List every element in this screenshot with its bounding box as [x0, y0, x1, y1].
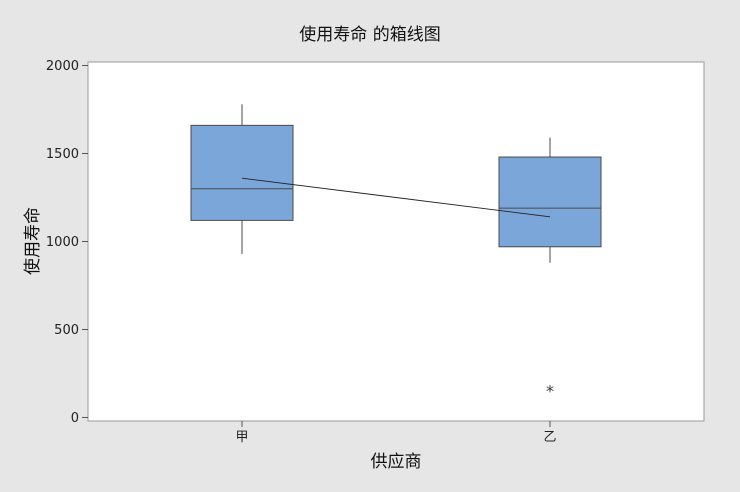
- x-axis: 甲乙: [235, 421, 557, 445]
- box-group: [190, 104, 294, 254]
- iqr-box: [190, 124, 294, 221]
- x-tick-label: 乙: [543, 430, 556, 445]
- mean-connect-line: [241, 177, 551, 218]
- y-axis-label: 使用寿命: [22, 207, 43, 275]
- boxes-layer: *: [190, 104, 602, 400]
- y-tick-label: 1000: [46, 235, 79, 250]
- outlier-point: *: [546, 381, 554, 400]
- box-group: *: [498, 137, 602, 400]
- y-tick-label: 500: [54, 323, 79, 338]
- x-tick-label: 甲: [235, 430, 248, 445]
- plot-area: [87, 61, 705, 422]
- y-axis: 0 500 1000 1500 2000: [46, 59, 88, 426]
- chart-title: 使用寿命 的箱线图: [299, 24, 440, 45]
- y-tick-label: 2000: [46, 59, 79, 74]
- y-tick-label: 0: [71, 411, 79, 426]
- x-axis-label: 供应商: [371, 452, 422, 472]
- iqr-box: [498, 156, 602, 248]
- y-tick-label: 1500: [46, 147, 79, 162]
